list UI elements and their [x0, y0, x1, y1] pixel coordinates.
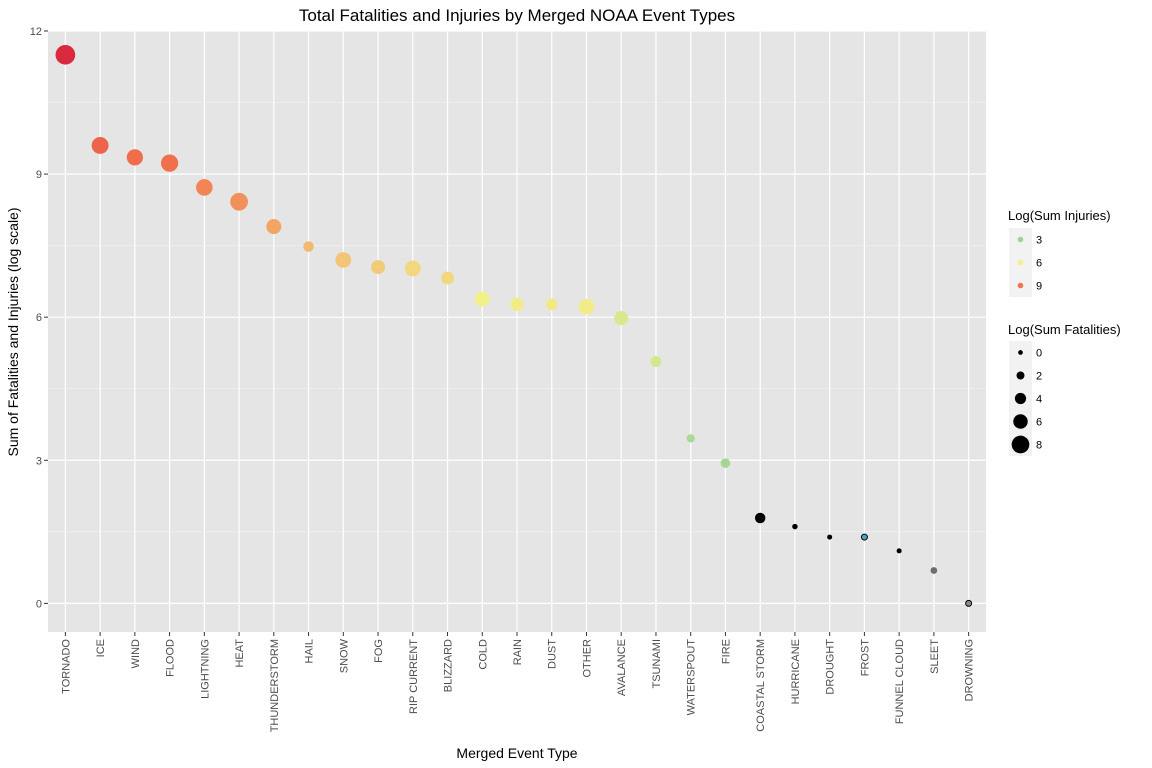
data-points	[55, 45, 973, 607]
data-point	[160, 154, 179, 172]
data-point	[792, 523, 798, 530]
chart-title: Total Fatalities and Injuries by Merged …	[299, 6, 735, 25]
x-tick-label: DUST	[547, 639, 559, 669]
x-tick-label: RAIN	[512, 639, 524, 665]
x-tick-label: RIP CURRENT	[408, 639, 420, 714]
legend-title-fatalities: Log(Sum Fatalities)	[1008, 322, 1121, 337]
x-tick-label: BLIZZARD	[443, 639, 455, 692]
grid	[48, 30, 986, 632]
x-tick-label: FIRE	[720, 639, 732, 664]
x-axis: TORNADO ICE WIND FLOOD LIGHTNING HEAT THUNDERS…	[60, 632, 976, 732]
data-point	[335, 252, 352, 268]
data-point	[930, 567, 938, 574]
data-point	[545, 298, 558, 311]
legend-label: 6	[1036, 417, 1042, 429]
data-point	[91, 137, 109, 154]
data-point	[303, 241, 314, 252]
legend-swatch	[1014, 392, 1027, 405]
legend-swatch	[1013, 414, 1028, 429]
y-axis-title: Sum of Fatalities and Injuries (log scal…	[5, 208, 21, 457]
x-tick-label: COASTAL STORM	[755, 639, 767, 732]
legend-label: 8	[1036, 440, 1042, 452]
x-tick-label: HEAT	[234, 639, 246, 668]
x-tick-label: WATERSPOUT	[686, 639, 698, 716]
x-tick-label: COLD	[477, 639, 489, 670]
legend-fatalities: Log(Sum Fatalities) 0 2 4 6 8	[1008, 322, 1121, 456]
data-point	[510, 297, 524, 312]
data-point	[650, 356, 662, 368]
data-point	[754, 512, 766, 524]
data-point	[371, 260, 386, 275]
x-tick-label: HURRICANE	[790, 639, 802, 704]
legend-swatch	[1017, 282, 1024, 289]
data-point	[686, 434, 695, 443]
y-tick-label: 9	[36, 169, 42, 181]
x-tick-label: SLEET	[929, 639, 941, 674]
x-tick-label: THUNDERSTORM	[269, 639, 281, 732]
data-point	[230, 192, 248, 211]
x-axis-title: Merged Event Type	[456, 745, 577, 761]
data-point	[266, 219, 282, 235]
data-point	[126, 149, 143, 166]
y-tick-label: 12	[30, 26, 42, 38]
y-tick-label: 3	[36, 455, 42, 467]
x-tick-label: WIND	[130, 639, 142, 668]
x-tick-label: FLOOD	[165, 639, 177, 677]
legend-label: 3	[1036, 235, 1042, 247]
x-tick-label: HAIL	[304, 639, 316, 663]
data-point	[827, 534, 833, 540]
legend-label: 0	[1036, 348, 1042, 360]
data-point	[614, 311, 629, 326]
legend-swatch	[1017, 236, 1024, 243]
data-point	[896, 548, 902, 554]
x-tick-label: AVALANCE	[616, 639, 628, 696]
legend-injuries: Log(Sum Injuries) 3 6 9	[1008, 208, 1111, 297]
data-point	[720, 458, 731, 468]
legend-swatch	[1018, 350, 1023, 355]
legend-swatch	[1017, 259, 1024, 266]
x-tick-label: SNOW	[338, 638, 350, 673]
x-tick-label: DROUGHT	[825, 639, 837, 695]
data-point	[860, 533, 868, 541]
x-tick-label: FOG	[373, 639, 385, 663]
x-tick-label: LIGHTNING	[199, 639, 211, 699]
x-tick-label: TSUNAMI	[651, 639, 663, 689]
legend-title-injuries: Log(Sum Injuries)	[1008, 208, 1111, 223]
y-tick-label: 0	[36, 598, 42, 610]
data-point	[196, 179, 213, 196]
y-tick-label: 6	[36, 312, 42, 324]
data-point	[578, 298, 595, 315]
y-axis: 0 3 6 9 12	[30, 26, 48, 610]
legend-swatch	[1011, 435, 1030, 454]
data-point	[474, 291, 490, 307]
legend-label: 4	[1036, 394, 1042, 406]
data-point	[55, 45, 76, 65]
data-point	[965, 599, 973, 607]
data-point	[441, 271, 454, 285]
x-tick-label: DROWNING	[964, 639, 976, 701]
x-tick-label: OTHER	[581, 639, 593, 678]
x-tick-label: FUNNEL CLOUD	[894, 639, 906, 724]
legend-label: 6	[1036, 258, 1042, 270]
legend-label: 2	[1036, 371, 1042, 383]
x-tick-label: TORNADO	[60, 639, 72, 694]
x-tick-label: ICE	[95, 639, 107, 657]
legend-swatch	[1016, 371, 1025, 380]
legend-label: 9	[1036, 281, 1042, 293]
x-tick-label: FROST	[859, 639, 871, 677]
data-point	[404, 260, 421, 277]
